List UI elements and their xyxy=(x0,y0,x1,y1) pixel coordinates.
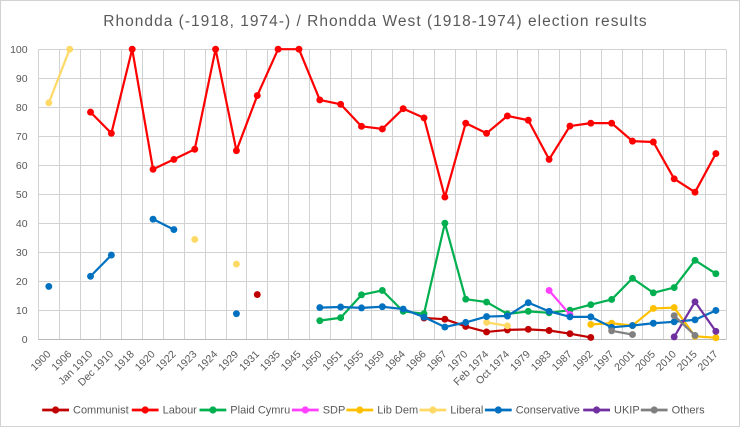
svg-text:UKIP: UKIP xyxy=(614,405,640,417)
svg-text:0: 0 xyxy=(22,334,28,346)
svg-text:20: 20 xyxy=(16,276,28,288)
svg-text:Conservative: Conservative xyxy=(516,405,580,417)
svg-text:90: 90 xyxy=(16,73,28,85)
svg-text:Plaid Cymru: Plaid Cymru xyxy=(230,405,290,417)
svg-text:60: 60 xyxy=(16,160,28,172)
svg-text:50: 50 xyxy=(16,189,28,201)
svg-text:Lib Dem: Lib Dem xyxy=(377,405,418,417)
svg-text:Labour: Labour xyxy=(163,405,198,417)
svg-text:30: 30 xyxy=(16,247,28,259)
svg-text:Liberal: Liberal xyxy=(450,405,483,417)
svg-text:100: 100 xyxy=(10,44,28,56)
svg-text:Others: Others xyxy=(672,405,706,417)
svg-text:Communist: Communist xyxy=(73,405,129,417)
svg-text:80: 80 xyxy=(16,102,28,114)
svg-text:10: 10 xyxy=(16,305,28,317)
svg-text:SDP: SDP xyxy=(323,405,346,417)
svg-text:40: 40 xyxy=(16,218,28,230)
svg-text:70: 70 xyxy=(16,131,28,143)
svg-text:Rhondda (-1918, 1974-) / Rhond: Rhondda (-1918, 1974-) / Rhondda West (1… xyxy=(103,13,647,30)
